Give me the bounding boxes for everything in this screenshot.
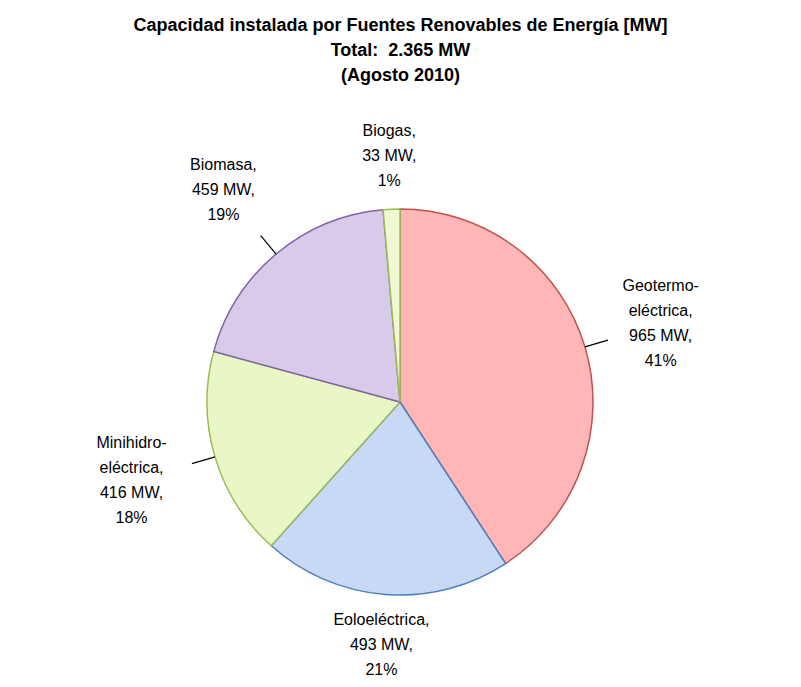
svg-text:Minihidro-eléctrica,416 MW,18%: Minihidro-eléctrica,416 MW,18%: [96, 434, 166, 526]
svg-text:Biomasa,459 MW,19%: Biomasa,459 MW,19%: [190, 156, 257, 223]
svg-text:Geotermo-eléctrica,965 MW,41%: Geotermo-eléctrica,965 MW,41%: [622, 277, 698, 369]
svg-text:Biogas,33 MW,1%: Biogas,33 MW,1%: [362, 122, 416, 189]
html-text:(Agosto 2010): (Agosto 2010): [341, 65, 460, 85]
html-text:Total: 2.365 MW: Total: 2.365 MW: [330, 40, 471, 60]
html-text:Capacidad instalada por Fuente: Capacidad instalada por Fuentes Renovabl…: [133, 15, 668, 35]
svg-text:Eoloeléctrica,493 MW,21%: Eoloeléctrica,493 MW,21%: [333, 612, 429, 679]
